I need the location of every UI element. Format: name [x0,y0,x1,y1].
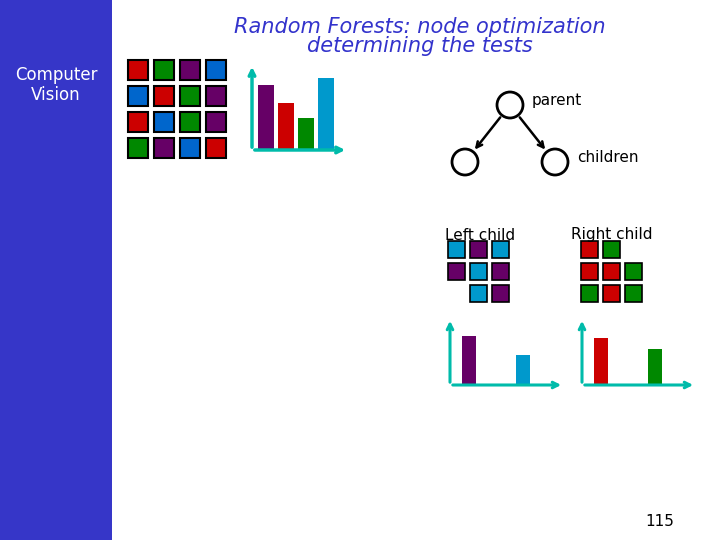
Text: Computer
Vision: Computer Vision [14,65,97,104]
FancyBboxPatch shape [492,285,509,302]
FancyBboxPatch shape [206,86,226,106]
FancyBboxPatch shape [154,138,174,158]
FancyBboxPatch shape [603,241,620,258]
FancyBboxPatch shape [258,85,274,150]
FancyBboxPatch shape [648,349,662,385]
FancyBboxPatch shape [180,112,200,132]
Text: Left child: Left child [445,227,515,242]
FancyBboxPatch shape [154,60,174,80]
FancyBboxPatch shape [625,285,642,302]
FancyBboxPatch shape [0,0,112,540]
FancyBboxPatch shape [154,86,174,106]
Text: determining the tests: determining the tests [307,36,533,56]
FancyBboxPatch shape [448,263,465,280]
FancyBboxPatch shape [603,263,620,280]
FancyBboxPatch shape [128,60,148,80]
FancyBboxPatch shape [462,335,476,385]
FancyBboxPatch shape [180,60,200,80]
FancyBboxPatch shape [581,285,598,302]
FancyBboxPatch shape [516,355,530,385]
FancyBboxPatch shape [128,86,148,106]
FancyBboxPatch shape [206,60,226,80]
FancyBboxPatch shape [128,112,148,132]
FancyBboxPatch shape [492,263,509,280]
FancyBboxPatch shape [594,338,608,385]
Text: 115: 115 [646,515,675,530]
Text: children: children [577,151,639,165]
FancyBboxPatch shape [492,241,509,258]
FancyBboxPatch shape [470,285,487,302]
FancyBboxPatch shape [128,138,148,158]
FancyBboxPatch shape [206,112,226,132]
Text: parent: parent [532,93,582,109]
Text: Random Forests: node optimization: Random Forests: node optimization [234,17,606,37]
Text: Right child: Right child [571,227,653,242]
FancyBboxPatch shape [298,118,314,150]
FancyBboxPatch shape [180,138,200,158]
FancyBboxPatch shape [470,263,487,280]
FancyBboxPatch shape [154,112,174,132]
FancyBboxPatch shape [581,263,598,280]
FancyBboxPatch shape [581,241,598,258]
FancyBboxPatch shape [180,86,200,106]
FancyBboxPatch shape [448,241,465,258]
FancyBboxPatch shape [603,285,620,302]
FancyBboxPatch shape [206,138,226,158]
FancyBboxPatch shape [470,241,487,258]
FancyBboxPatch shape [278,103,294,150]
FancyBboxPatch shape [318,78,334,150]
FancyBboxPatch shape [625,263,642,280]
